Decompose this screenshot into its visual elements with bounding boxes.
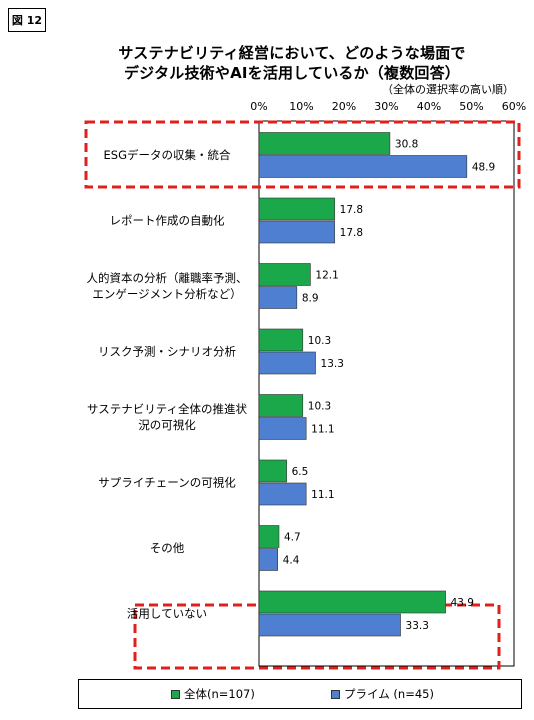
- bar-prime: [258, 548, 279, 571]
- bar-all: [258, 459, 287, 483]
- value-label-all: 30.8: [395, 139, 418, 151]
- value-label-prime: 4.4: [283, 555, 300, 567]
- bar-prime: [258, 613, 401, 637]
- value-label-all: 6.5: [292, 466, 309, 478]
- value-label-all: 17.8: [340, 204, 363, 216]
- value-label-all: 10.3: [308, 401, 331, 413]
- x-tick-label: 20%: [332, 100, 356, 113]
- category-label: サステナビリティ全体の推進状: [87, 402, 248, 416]
- value-label-all: 10.3: [308, 335, 331, 347]
- legend-swatch-all: [171, 689, 180, 699]
- bar-all: [258, 590, 446, 614]
- bar-all: [258, 394, 304, 417]
- bar-all: [258, 197, 335, 221]
- value-label-all: 12.1: [315, 270, 338, 282]
- category-label: リスク予測・シナリオ分析: [98, 345, 236, 359]
- x-tick-label: 40%: [417, 100, 441, 113]
- value-label-all: 43.9: [451, 597, 474, 609]
- x-tick-label: 60%: [502, 100, 526, 113]
- value-label-prime: 33.3: [406, 620, 429, 632]
- bar-all: [258, 132, 391, 155]
- x-tick-label: 10%: [289, 100, 313, 113]
- axis-note: （全体の選択率の高い順）: [382, 82, 514, 96]
- category-label: 活用していない: [127, 607, 207, 621]
- bar-all: [258, 525, 280, 548]
- category-label: ESGデータの収集・統合: [104, 148, 231, 162]
- bar-all: [258, 328, 304, 352]
- category-label: エンゲージメント分析など）: [92, 287, 241, 301]
- x-tick-label: 30%: [374, 100, 398, 113]
- category-label: レポート作成の自動化: [110, 214, 225, 228]
- value-label-prime: 11.1: [311, 424, 334, 436]
- category-label: その他: [150, 541, 185, 555]
- bar-chart: （全体の選択率の高い順） 0% 10% 20% 30% 40% 50% 60% 30.8 48.9…: [84, 82, 526, 670]
- bar-all: [258, 263, 311, 286]
- bar-prime: [258, 220, 335, 244]
- highlight-box: [84, 120, 521, 189]
- x-tick-label: 0%: [250, 100, 267, 113]
- bar-prime: [258, 351, 316, 375]
- legend-label-prime: プライム (n=45): [344, 687, 434, 701]
- bar-prime: [258, 155, 468, 178]
- value-label-prime: 11.1: [311, 489, 334, 501]
- chart-title-line-2: デジタル技術やAIを活用しているか（複数回答）: [123, 64, 461, 82]
- value-label-prime: 48.9: [472, 162, 495, 174]
- legend-item-all: 全体(n=107): [171, 680, 255, 708]
- value-label-prime: 17.8: [340, 227, 363, 239]
- legend-label-all: 全体(n=107): [184, 687, 255, 701]
- value-label-prime: 13.3: [321, 358, 344, 370]
- bar-prime: [258, 286, 298, 309]
- bar-prime: [258, 417, 307, 440]
- category-label: サプライチェーンの可視化: [98, 476, 236, 490]
- legend-item-prime: プライム (n=45): [331, 680, 434, 708]
- figure-label: 図 12: [8, 8, 46, 32]
- value-label-prime: 8.9: [302, 293, 319, 305]
- x-tick-label: 50%: [459, 100, 483, 113]
- legend: 全体(n=107) プライム (n=45): [78, 679, 522, 709]
- chart-title-line-1: サステナビリティ経営において、どのような場面で: [118, 44, 466, 62]
- category-label: 況の可視化: [138, 418, 196, 432]
- category-label: 人的資本の分析（離職率予測、: [87, 271, 248, 285]
- bar-prime: [258, 482, 307, 506]
- value-label-all: 4.7: [284, 532, 301, 544]
- legend-swatch-prime: [331, 689, 340, 699]
